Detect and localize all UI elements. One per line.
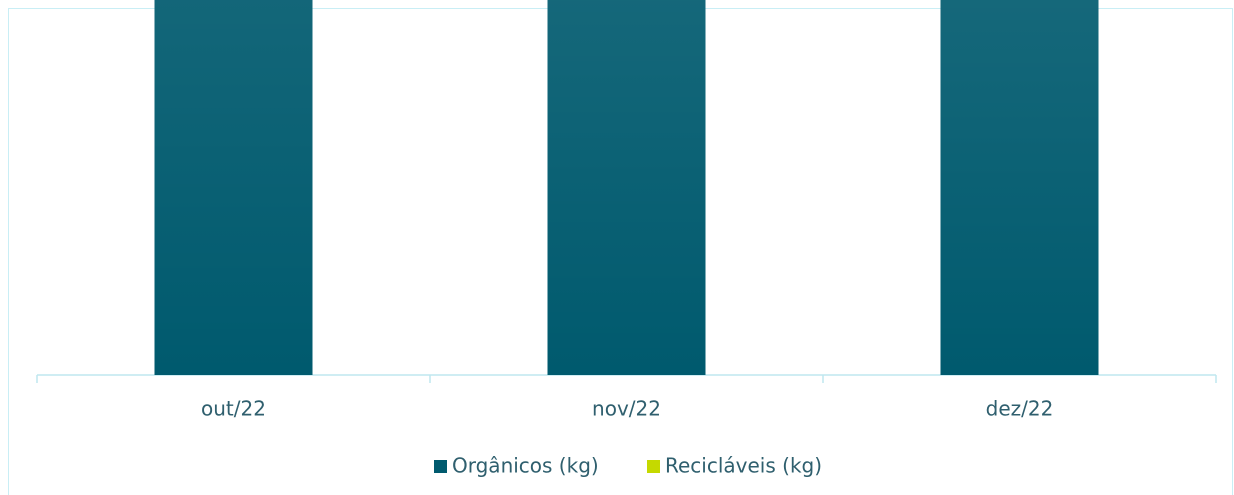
x-tick-label: dez/22 xyxy=(986,397,1054,421)
legend-swatch xyxy=(434,460,447,473)
bar-sheen xyxy=(547,0,706,375)
x-tick-label: nov/22 xyxy=(592,397,661,421)
legend-label: Orgânicos (kg) xyxy=(452,454,599,478)
x-tick-label: out/22 xyxy=(201,397,266,421)
bar-sheen xyxy=(154,0,313,375)
legend-swatch xyxy=(647,460,660,473)
bar-sheen xyxy=(940,0,1099,375)
legend-label: Recicláveis (kg) xyxy=(665,454,822,478)
